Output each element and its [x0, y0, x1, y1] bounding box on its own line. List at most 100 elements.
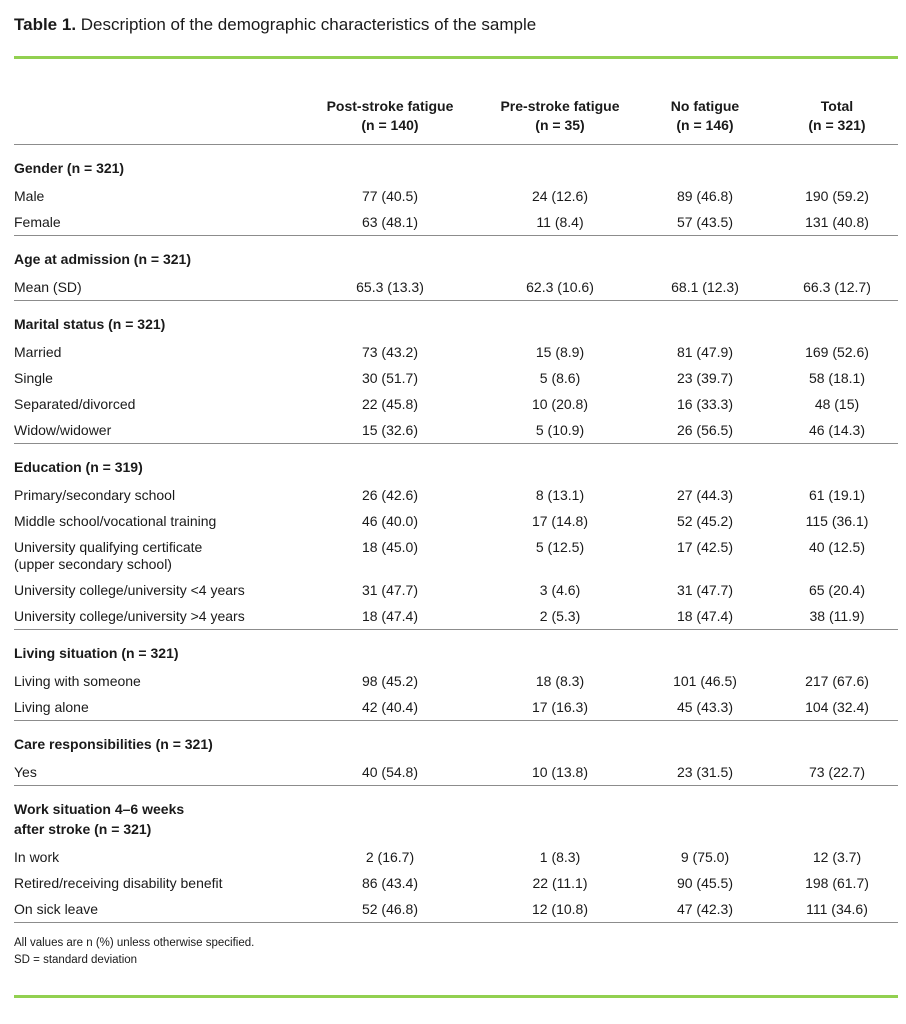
cell-value: 68.1 (12.3) — [671, 279, 739, 295]
section-header-row: Care responsibilities (n = 321) — [14, 720, 898, 759]
footnotes: All values are n (%) unless otherwise sp… — [14, 935, 898, 969]
table-row: University college/university <4 years 31… — [14, 577, 898, 603]
cell-value: 18 (8.3) — [535, 673, 585, 689]
cell-value: 46 (40.0) — [361, 513, 419, 529]
cell-value: 23 (31.5) — [676, 764, 734, 780]
section-header-row: Marital status (n = 321) — [14, 300, 898, 339]
cell-value: 77 (40.5) — [361, 188, 419, 204]
cell-value: 27 (44.3) — [676, 487, 734, 503]
cell-value: 17 (14.8) — [531, 513, 589, 529]
row-label: Mean (SD) — [14, 279, 82, 295]
corner-cell — [14, 97, 294, 145]
row-label: On sick leave — [14, 901, 99, 917]
cell-value: 40 (12.5) — [808, 539, 866, 555]
cell-value: 30 (51.7) — [361, 370, 419, 386]
row-label: Separated/divorced — [14, 396, 136, 412]
cell-value: 1 (8.3) — [539, 849, 581, 865]
cell-value: 48 (15) — [814, 396, 860, 412]
cell-value: 38 (11.9) — [809, 608, 865, 624]
cell-value: 66.3 (12.7) — [803, 279, 871, 295]
cell-value: 169 (52.6) — [805, 344, 869, 360]
cell-value: 86 (43.4) — [361, 875, 419, 891]
row-label: Yes — [14, 764, 37, 780]
table-row: Living alone 42 (40.4) 17 (16.3) 45 (43.3) 1… — [14, 694, 898, 721]
table-row: Mean (SD) 65.3 (13.3) 62.3 (10.6) 68.1 (12.… — [14, 274, 898, 301]
cell-value: 65 (20.4) — [808, 582, 866, 598]
row-label: Living alone — [14, 699, 89, 715]
cell-value: 2 (16.7) — [365, 849, 415, 865]
row-label: In work — [14, 849, 60, 865]
table-row: Retired/receiving disability benefit 86 (… — [14, 870, 898, 896]
column-header-row: Post-stroke fatigue (n = 140) Pre-stroke f… — [14, 97, 898, 145]
cell-value: 81 (47.9) — [676, 344, 734, 360]
table-title-text: Description of the demographic character… — [76, 15, 537, 34]
cell-value: 26 (56.5) — [676, 422, 734, 438]
section-header-row: Work situation 4–6 weeks after stroke (n… — [14, 785, 898, 844]
footnote-values: All values are n (%) unless otherwise sp… — [14, 937, 255, 949]
cell-value: 217 (67.6) — [805, 673, 869, 689]
cell-value: 198 (61.7) — [805, 875, 869, 891]
row-label: Widow/widower — [14, 422, 112, 438]
section-header-label: Education (n = 319) — [14, 443, 898, 482]
column-header: Post-stroke fatigue (n = 140) — [294, 97, 486, 145]
demographics-table: Post-stroke fatigue (n = 140) Pre-stroke f… — [14, 97, 898, 923]
cell-value: 98 (45.2) — [361, 673, 419, 689]
cell-value: 10 (20.8) — [531, 396, 589, 412]
table-row: Widow/widower 15 (32.6) 5 (10.9) 26 (56.5) 4… — [14, 417, 898, 444]
table-body: Gender (n = 321) Male 77 (40.5) 24 (12.6) 89… — [14, 145, 898, 923]
cell-value: 2 (5.3) — [539, 608, 581, 624]
cell-value: 17 (16.3) — [531, 699, 589, 715]
cell-value: 18 (45.0) — [361, 539, 419, 555]
footnote-sd: SD = standard deviation — [14, 954, 138, 966]
table-row: In work 2 (16.7) 1 (8.3) 9 (75.0) 12 (3.7) — [14, 844, 898, 870]
cell-value: 89 (46.8) — [676, 188, 734, 204]
table-row: Living with someone 98 (45.2) 18 (8.3) 101 … — [14, 668, 898, 694]
cell-value: 10 (13.8) — [531, 764, 589, 780]
table-row: Middle school/vocational training 46 (40.… — [14, 508, 898, 534]
cell-value: 52 (45.2) — [676, 513, 734, 529]
cell-value: 22 (45.8) — [361, 396, 419, 412]
cell-value: 3 (4.6) — [539, 582, 581, 598]
cell-value: 12 (10.8) — [531, 901, 589, 917]
cell-value: 47 (42.3) — [676, 901, 734, 917]
row-label: Primary/secondary school — [14, 487, 176, 503]
cell-value: 31 (47.7) — [676, 582, 734, 598]
cell-value: 111 (34.6) — [806, 901, 868, 917]
table-row: Male 77 (40.5) 24 (12.6) 89 (46.8) 190 (59.2… — [14, 183, 898, 209]
section-header-label: Work situation 4–6 weeks after stroke (n… — [14, 785, 898, 844]
cell-value: 61 (19.1) — [808, 487, 866, 503]
cell-value: 9 (75.0) — [680, 849, 730, 865]
cell-value: 17 (42.5) — [676, 539, 734, 555]
section-header-row: Gender (n = 321) — [14, 145, 898, 184]
section-header-row: Education (n = 319) — [14, 443, 898, 482]
cell-value: 42 (40.4) — [361, 699, 419, 715]
cell-value: 5 (12.5) — [535, 539, 585, 555]
cell-value: 8 (13.1) — [535, 487, 585, 503]
row-label: Female — [14, 214, 61, 230]
section-header-row: Living situation (n = 321) — [14, 629, 898, 668]
section-header-label: Care responsibilities (n = 321) — [14, 720, 898, 759]
cell-value: 31 (47.7) — [361, 582, 419, 598]
cell-value: 46 (14.3) — [808, 422, 866, 438]
cell-value: 73 (43.2) — [361, 344, 419, 360]
cell-value: 23 (39.7) — [676, 370, 734, 386]
cell-value: 58 (18.1) — [808, 370, 866, 386]
top-accent-rule — [14, 56, 898, 59]
row-label: Middle school/vocational training — [14, 513, 217, 529]
cell-value: 190 (59.2) — [805, 188, 869, 204]
section-header-label: Age at admission (n = 321) — [14, 235, 898, 274]
cell-value: 62.3 (10.6) — [526, 279, 594, 295]
cell-value: 12 (3.7) — [812, 849, 862, 865]
cell-value: 15 (8.9) — [535, 344, 585, 360]
table-row: University qualifying certificate (upper… — [14, 534, 898, 577]
cell-value: 45 (43.3) — [676, 699, 734, 715]
table-row: Primary/secondary school 26 (42.6) 8 (13.1… — [14, 482, 898, 508]
bottom-accent-rule — [14, 995, 898, 998]
row-label: Single — [14, 370, 53, 386]
cell-value: 57 (43.5) — [676, 214, 734, 230]
table-title: Table 1. Description of the demographic … — [14, 12, 898, 38]
column-header: Total (n = 321) — [776, 97, 898, 145]
table-row: On sick leave 52 (46.8) 12 (10.8) 47 (42.3)… — [14, 896, 898, 923]
cell-value: 40 (54.8) — [361, 764, 419, 780]
